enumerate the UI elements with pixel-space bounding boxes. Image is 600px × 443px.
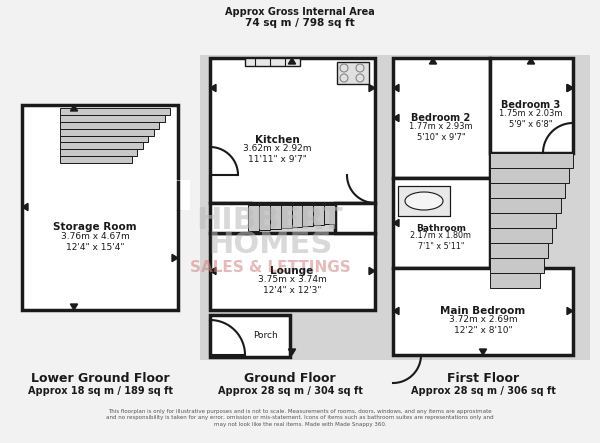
Bar (210, 203, 250, 233)
Bar (313, 205, 324, 225)
Bar (60, 115, 164, 122)
Bar (60, 136, 148, 142)
Text: Kitchen: Kitchen (254, 135, 299, 145)
Polygon shape (567, 307, 573, 315)
Text: First Floor: First Floor (447, 372, 519, 385)
Polygon shape (393, 219, 399, 227)
Text: Approx Gross Internal Area: Approx Gross Internal Area (225, 7, 375, 17)
Polygon shape (369, 85, 375, 92)
Polygon shape (479, 349, 487, 355)
Text: Bathroom: Bathroom (416, 224, 466, 233)
Text: Ground Floor: Ground Floor (244, 372, 336, 385)
Bar (490, 228, 552, 243)
Bar (393, 268, 573, 355)
Polygon shape (527, 58, 535, 64)
Polygon shape (210, 268, 216, 275)
Polygon shape (567, 85, 573, 92)
Bar (175, 180, 190, 210)
Bar (490, 168, 569, 183)
Text: This floorplan is only for illustrative purposes and is not to scale. Measuremen: This floorplan is only for illustrative … (106, 409, 494, 427)
Bar (490, 273, 540, 288)
Text: Porch: Porch (253, 331, 277, 341)
Bar (490, 198, 560, 213)
Bar (270, 205, 281, 229)
Bar (490, 153, 573, 168)
Text: HOMES: HOMES (208, 229, 332, 259)
Bar (60, 128, 154, 136)
Bar (22, 105, 178, 310)
Bar (210, 315, 290, 357)
Text: HIBBERT: HIBBERT (197, 206, 343, 234)
Bar (281, 205, 292, 228)
Polygon shape (22, 203, 28, 210)
Bar (335, 203, 375, 233)
Bar (210, 233, 375, 310)
Polygon shape (289, 58, 296, 64)
Bar (259, 205, 270, 230)
Bar (393, 178, 490, 268)
Text: Storage Room: Storage Room (53, 222, 137, 232)
Polygon shape (567, 85, 573, 92)
Text: 3.75m x 3.74m
12'4" x 12'3": 3.75m x 3.74m 12'4" x 12'3" (257, 275, 326, 295)
Bar (324, 205, 335, 224)
Polygon shape (369, 268, 375, 275)
Polygon shape (393, 114, 399, 121)
Text: Lounge: Lounge (271, 266, 314, 276)
Polygon shape (70, 105, 77, 111)
Bar (302, 205, 313, 226)
Bar (60, 142, 143, 149)
Bar (490, 243, 548, 258)
Text: 2.17m x 1.80m
7'1" x 5'11": 2.17m x 1.80m 7'1" x 5'11" (410, 231, 472, 251)
Bar (490, 183, 565, 198)
Text: Approx 28 sq m / 306 sq ft: Approx 28 sq m / 306 sq ft (410, 386, 556, 396)
Text: 74 sq m / 798 sq ft: 74 sq m / 798 sq ft (245, 18, 355, 28)
Text: Bedroom 3: Bedroom 3 (502, 100, 560, 110)
Text: SALES & LETTINGS: SALES & LETTINGS (190, 260, 350, 276)
Bar (398, 186, 450, 216)
Polygon shape (172, 254, 178, 262)
Bar (200, 55, 590, 360)
Bar (60, 156, 131, 163)
Text: Main Bedroom: Main Bedroom (440, 306, 526, 316)
Text: Approx 18 sq m / 189 sq ft: Approx 18 sq m / 189 sq ft (28, 386, 173, 396)
Polygon shape (210, 85, 216, 92)
Text: 1.75m x 2.03m
5'9" x 6'8": 1.75m x 2.03m 5'9" x 6'8" (499, 109, 563, 129)
Text: Lower Ground Floor: Lower Ground Floor (31, 372, 169, 385)
Bar (245, 58, 300, 66)
Text: 3.62m x 2.92m
11'11" x 9'7": 3.62m x 2.92m 11'11" x 9'7" (243, 144, 311, 164)
Bar (490, 213, 556, 228)
Polygon shape (70, 304, 77, 310)
Bar (398, 186, 450, 216)
Bar (60, 108, 170, 115)
Bar (248, 205, 259, 231)
Bar (490, 58, 573, 153)
Polygon shape (393, 85, 399, 92)
Text: Approx 28 sq m / 304 sq ft: Approx 28 sq m / 304 sq ft (218, 386, 362, 396)
Text: 1.77m x 2.93m
5'10" x 9'7": 1.77m x 2.93m 5'10" x 9'7" (409, 122, 473, 142)
Text: 3.76m x 4.67m
12'4" x 15'4": 3.76m x 4.67m 12'4" x 15'4" (61, 232, 130, 252)
Bar (292, 205, 302, 227)
Polygon shape (393, 307, 399, 315)
Text: 3.72m x 2.69m
12'2" x 8'10": 3.72m x 2.69m 12'2" x 8'10" (449, 315, 517, 335)
Bar (60, 122, 159, 128)
Text: Bedroom 2: Bedroom 2 (412, 113, 470, 123)
Polygon shape (430, 58, 437, 64)
Bar (393, 58, 490, 178)
Bar (60, 149, 137, 156)
Bar (210, 58, 375, 203)
Bar (490, 258, 544, 273)
Polygon shape (289, 349, 296, 355)
Bar (337, 62, 369, 84)
Ellipse shape (405, 192, 443, 210)
